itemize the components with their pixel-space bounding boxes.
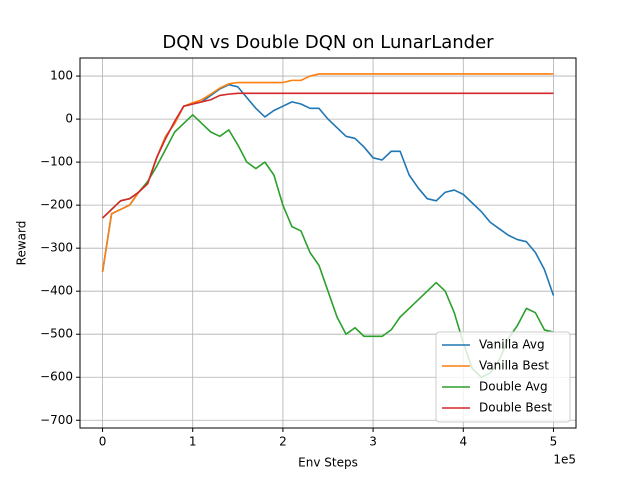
- legend-label: Vanilla Best: [479, 359, 549, 373]
- y-axis-label: Reward: [15, 221, 29, 266]
- y-tick-label: −600: [40, 370, 73, 384]
- chart-title: DQN vs Double DQN on LunarLander: [162, 32, 494, 53]
- legend-label: Double Avg: [479, 380, 548, 394]
- y-tick-label: 100: [50, 69, 73, 83]
- x-tick-label: 5: [550, 435, 558, 449]
- y-tick-label: −300: [40, 241, 73, 255]
- x-tick-label: 2: [279, 435, 287, 449]
- y-tick-label: −400: [40, 284, 73, 298]
- axes-frame: [79, 57, 577, 429]
- y-tick-label: −700: [40, 413, 73, 427]
- y-tick-label: −200: [40, 198, 73, 212]
- y-tick-label: −500: [40, 327, 73, 341]
- y-tick-label: 0: [65, 112, 73, 126]
- y-tick-label: −100: [40, 155, 73, 169]
- x-offset-label: 1e5: [553, 453, 576, 467]
- x-tick-label: 0: [99, 435, 107, 449]
- series-line: [101, 92, 554, 219]
- x-tick-label: 3: [369, 435, 377, 449]
- x-tick-label: 4: [459, 435, 467, 449]
- legend-label: Double Best: [479, 401, 552, 415]
- legend-label: Vanilla Avg: [479, 338, 545, 352]
- x-tick-label: 1: [189, 435, 197, 449]
- legend-frame: [435, 331, 571, 423]
- x-axis-label: Env Steps: [298, 456, 358, 470]
